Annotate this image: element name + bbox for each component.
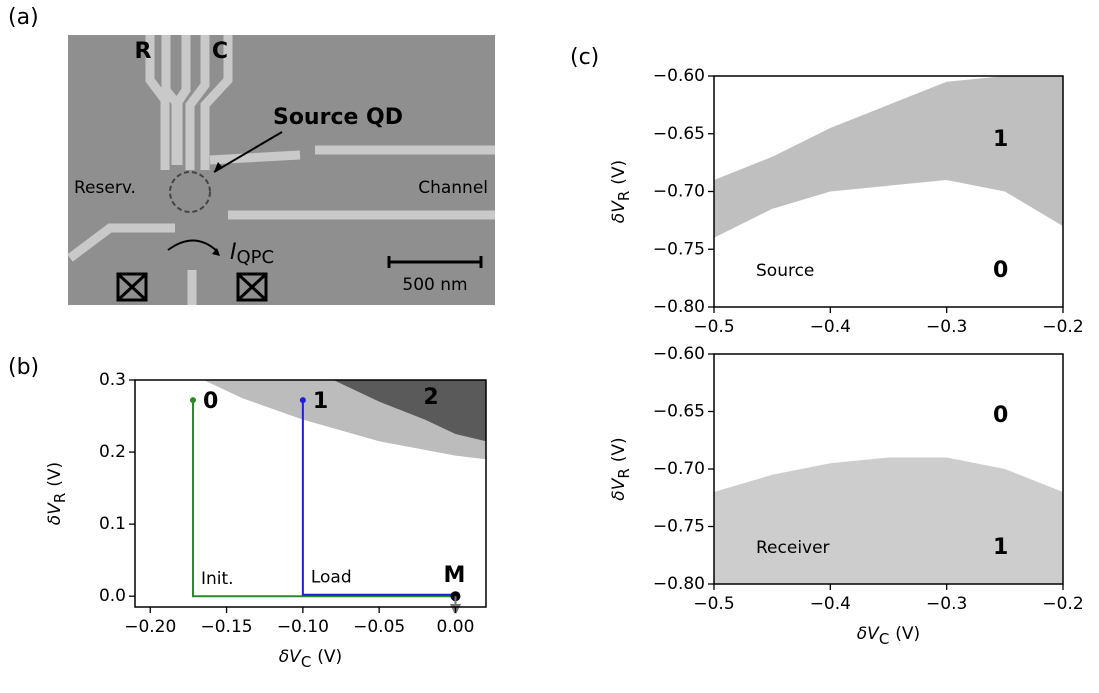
state-label: 0 xyxy=(993,258,1008,283)
x-tick-label: −0.05 xyxy=(353,617,405,637)
axis-symbol: δV xyxy=(279,647,302,667)
axis-subscript: R xyxy=(615,191,633,201)
axis-subscript: R xyxy=(615,468,633,478)
annotation-arrow xyxy=(213,131,283,173)
series-label: Init. xyxy=(201,569,234,589)
current-label: IQPC xyxy=(230,240,274,268)
y-tick-label: −0.60 xyxy=(653,66,705,86)
axis-symbol: δV xyxy=(609,200,629,223)
x-tick-label: −0.3 xyxy=(926,594,967,614)
start-point xyxy=(299,397,306,404)
y-tick-label: 0.3 xyxy=(99,370,126,390)
y-tick-label: −0.65 xyxy=(653,124,705,144)
x-tick-label: −0.5 xyxy=(693,594,734,614)
pulse-path xyxy=(301,400,456,596)
x-tick-label: −0.4 xyxy=(810,317,851,337)
state-label: 1 xyxy=(993,127,1008,152)
sem-background xyxy=(68,35,495,305)
gate-label: R xyxy=(135,39,152,64)
annotation: Source QD xyxy=(273,105,403,130)
x-tick-label: −0.5 xyxy=(693,317,734,337)
axis-unit: (V) xyxy=(45,462,65,487)
y-tick-label: 0.1 xyxy=(99,514,126,534)
axis-label: δVR (V) xyxy=(609,437,633,500)
y-tick-label: 0.2 xyxy=(99,442,126,462)
axis-label: δVC (V) xyxy=(279,647,342,671)
region-label: Reserv. xyxy=(74,178,136,198)
axis-symbol: δV xyxy=(45,502,65,525)
axis-symbol: δV xyxy=(857,624,880,644)
occupation-band xyxy=(714,76,1063,238)
scale-bar xyxy=(387,256,483,268)
axis-subscript: R xyxy=(51,493,69,503)
quantum-dot xyxy=(169,171,211,213)
plot-frame xyxy=(134,379,487,608)
axis-unit: (V) xyxy=(609,160,629,185)
x-tick-label: −0.20 xyxy=(124,617,176,637)
panel-label: (b) xyxy=(8,355,39,380)
x-tick-label: −0.3 xyxy=(926,317,967,337)
contacts xyxy=(116,272,268,302)
axis-unit: (V) xyxy=(609,437,629,462)
state-label: 0 xyxy=(203,389,218,414)
current-arrow xyxy=(167,239,219,253)
gates xyxy=(67,35,495,305)
charge-region xyxy=(333,380,486,442)
axis-subscript: C xyxy=(879,630,889,648)
y-tick-label: −0.75 xyxy=(653,517,705,537)
x-tick-label: −0.2 xyxy=(1042,317,1083,337)
x-tick-label: 0.00 xyxy=(437,617,475,637)
axis-subscript: C xyxy=(301,653,311,671)
start-point xyxy=(189,397,196,404)
axis-label: δVR (V) xyxy=(45,462,69,525)
y-tick-label: −0.75 xyxy=(653,239,705,259)
y-tick-label: −0.60 xyxy=(653,344,705,364)
y-tick-label: −0.65 xyxy=(653,402,705,422)
scale-label: 500 nm xyxy=(402,275,467,295)
y-tick-label: −0.80 xyxy=(653,574,705,594)
x-tick-label: −0.10 xyxy=(277,617,329,637)
axis-label: δVR (V) xyxy=(609,160,633,223)
micrograph: R C Source QD Reserv. Channel IQPC 500 n… xyxy=(67,35,495,305)
occupation-band xyxy=(714,457,1063,584)
measure-label: M xyxy=(443,563,465,588)
current-symbol: I xyxy=(230,240,237,265)
axis-label: δVC (V) xyxy=(857,624,920,648)
axis-symbol: δV xyxy=(609,477,629,500)
panel-text: Receiver xyxy=(756,538,830,558)
arrow-head xyxy=(212,248,220,256)
current-subscript: QPC xyxy=(237,247,275,268)
arrow-head xyxy=(214,162,223,172)
x-tick-label: −0.4 xyxy=(810,594,851,614)
y-tick-label: −0.70 xyxy=(653,459,705,479)
y-tick-label: −0.80 xyxy=(653,297,705,317)
series-label: Load xyxy=(311,568,352,588)
state-label: 0 xyxy=(993,403,1008,428)
pulse-path xyxy=(191,400,456,598)
panel-label: (a) xyxy=(8,5,39,30)
region-label: Channel xyxy=(418,178,488,198)
y-tick-label: 0.0 xyxy=(99,586,126,606)
axis-unit: (V) xyxy=(317,647,342,667)
x-tick-label: −0.2 xyxy=(1042,594,1083,614)
state-label: 1 xyxy=(993,535,1008,560)
panel-label: (c) xyxy=(570,45,599,70)
y-tick-label: −0.70 xyxy=(653,182,705,202)
state-label: 1 xyxy=(313,389,328,414)
state-label: 2 xyxy=(423,385,438,410)
gate-label: C xyxy=(212,39,228,64)
axis-unit: (V) xyxy=(895,624,920,644)
panel-text: Source xyxy=(756,261,814,281)
x-tick-label: −0.15 xyxy=(201,617,253,637)
